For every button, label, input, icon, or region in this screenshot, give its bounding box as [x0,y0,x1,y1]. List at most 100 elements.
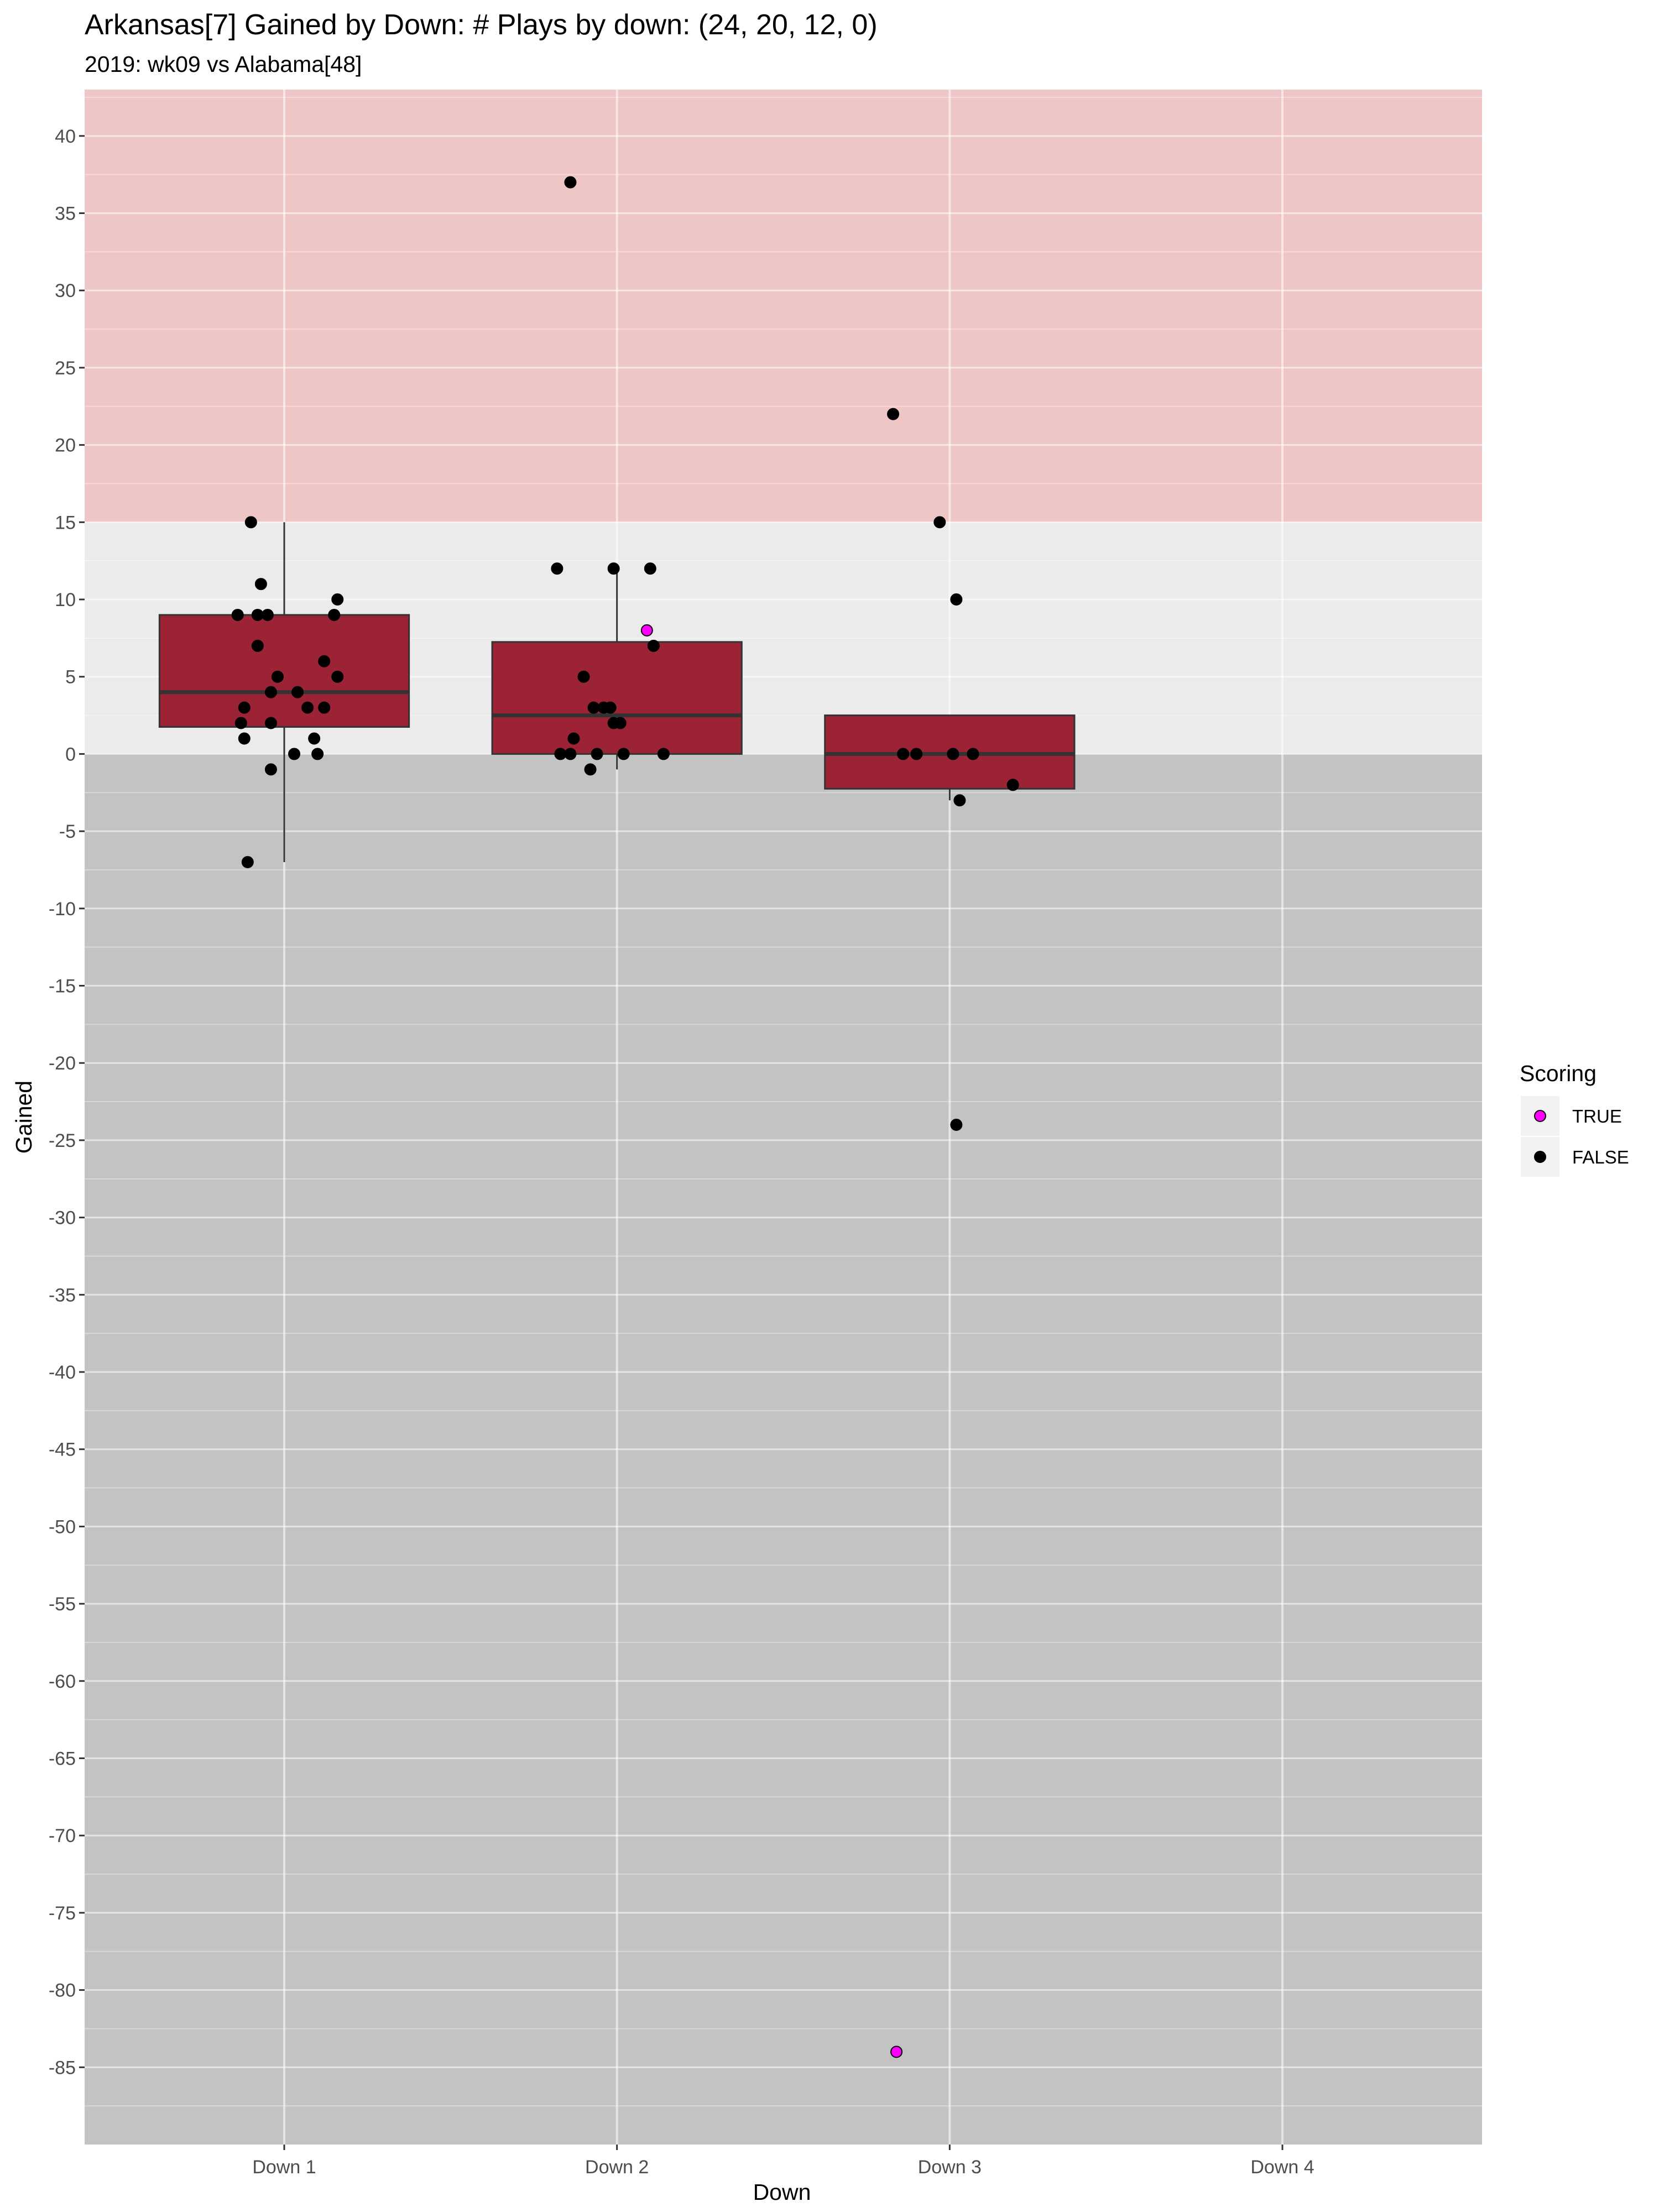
x-tick-label: Down 1 [252,2157,316,2178]
x-tick-label: Down 4 [1250,2157,1314,2178]
data-point [241,855,254,868]
legend-key-marker [1534,1151,1546,1163]
y-tick-label: -60 [49,1671,76,1692]
data-point [584,763,597,776]
y-tick-label: -85 [49,2057,76,2078]
y-tick-label: -55 [49,1594,76,1615]
x-tick-label: Down 3 [918,2157,982,2178]
y-tick-label: -50 [49,1516,76,1537]
data-point [640,624,653,637]
y-tick-label: -70 [49,1825,76,1846]
data-point [301,701,314,714]
data-point [567,732,580,745]
data-point [244,516,257,529]
data-point [1006,779,1019,791]
y-tick-label: 40 [55,126,76,147]
data-point [331,593,344,606]
data-point [288,748,301,760]
data-point [238,732,251,745]
data-point [331,670,344,683]
data-points [231,176,1019,2058]
y-tick-label: -5 [59,821,76,842]
y-tick-label: -25 [49,1130,76,1151]
data-point [318,701,331,714]
x-tick-label: Down 2 [585,2157,649,2178]
data-point [887,408,900,420]
data-point [234,717,247,729]
y-tick-label: 35 [55,204,76,225]
y-tick-label: -45 [49,1439,76,1460]
data-point [264,763,277,776]
data-point [910,748,923,760]
y-tick-label: -80 [49,1980,76,2001]
data-point [607,562,620,575]
legend-label: TRUE [1572,1106,1622,1126]
data-point [967,748,979,760]
data-point [271,670,284,683]
data-point [950,1118,963,1131]
data-point [950,593,963,606]
x-axis: Down 1 Down 2 Down 3 Down 4 [252,2145,1314,2178]
major-gridlines [85,90,1482,2145]
y-tick-label: -20 [49,1053,76,1074]
y-tick-label: 20 [55,435,76,456]
data-point [614,717,627,729]
y-tick-label: 5 [65,667,76,688]
data-point [947,748,959,760]
data-point [564,176,577,189]
y-tick-label: -40 [49,1362,76,1383]
chart-subtitle: 2019: wk09 vs Alabama[48] [85,51,362,77]
data-point [231,608,244,621]
x-axis-title: Down [753,2179,811,2205]
data-point [933,516,946,529]
data-point [254,578,267,591]
data-point [577,670,590,683]
data-point [890,2046,903,2058]
data-point [264,686,277,698]
data-point [587,701,600,714]
data-point [551,562,564,575]
y-tick-label: -35 [49,1285,76,1306]
legend: Scoring TRUE FALSE [1520,1061,1629,1177]
data-point [657,748,670,760]
data-point [251,608,264,621]
minor-gridlines [85,96,1482,2107]
data-point [564,748,577,760]
data-point [647,639,660,652]
data-point [308,732,321,745]
data-point [644,562,656,575]
chart-title: Arkansas[7] Gained by Down: # Plays by d… [85,9,878,41]
box-iqr [158,614,410,728]
data-point [328,608,341,621]
y-axis: 40 35 30 25 20 15 10 5 0 -5 -10 -15 -20 -25 -30 -35 -40 -… [49,126,85,2078]
y-tick-label: -75 [49,1903,76,1924]
y-tick-label: 25 [55,358,76,379]
data-point [897,748,910,760]
data-point [264,717,277,729]
y-axis-title: Gained [11,1081,36,1154]
data-point [311,748,324,760]
legend-title: Scoring [1520,1061,1597,1086]
data-point [318,655,331,667]
y-tick-label: 15 [55,512,76,533]
box-iqr [491,641,743,755]
y-tick-label: -15 [49,976,76,997]
legend-key-marker [1534,1110,1546,1122]
data-point [291,686,304,698]
y-tick-label: -10 [49,899,76,920]
plot-band-0 [85,90,1482,523]
y-tick-label: 30 [55,280,76,301]
legend-entries: TRUE FALSE [1521,1096,1629,1177]
data-point [953,794,966,807]
legend-label: FALSE [1572,1147,1629,1167]
data-point [261,608,274,621]
y-tick-label: -65 [49,1749,76,1770]
data-point [617,748,630,760]
y-tick-label: 0 [65,744,76,765]
y-tick-label: -30 [49,1208,76,1229]
y-tick-label: 10 [55,589,76,611]
data-point [251,639,264,652]
data-point [554,748,567,760]
data-point [604,701,617,714]
